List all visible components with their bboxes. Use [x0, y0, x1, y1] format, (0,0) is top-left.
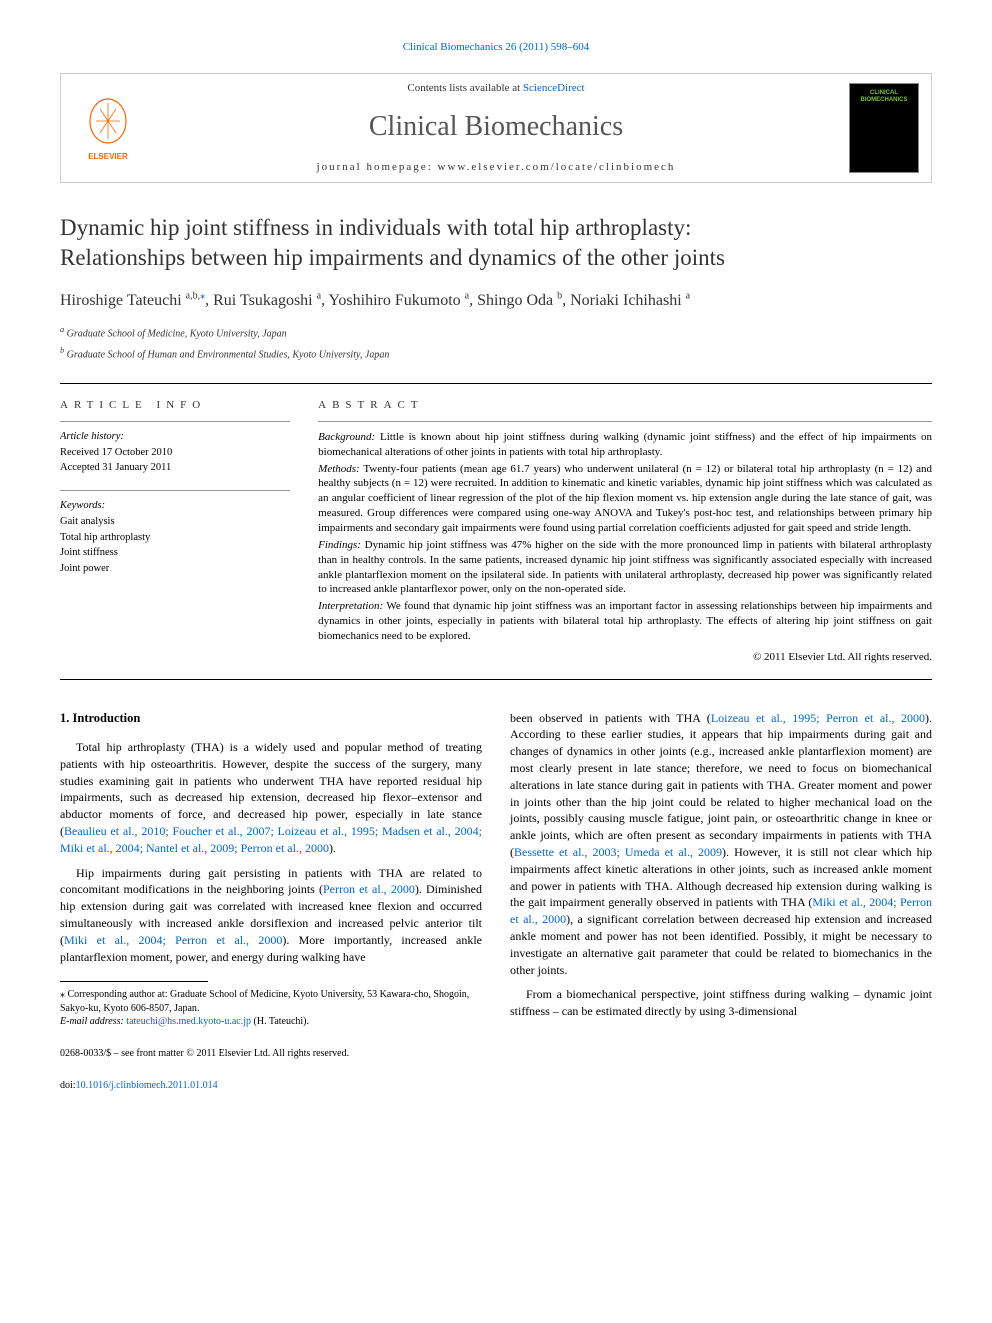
- journal-cover-thumbnail: CLINICAL BIOMECHANICS: [849, 83, 919, 173]
- keywords-block: Keywords: Gait analysis Total hip arthro…: [60, 490, 290, 577]
- body-paragraph: been observed in patients with THA (Loiz…: [510, 710, 932, 979]
- article-history-block: Article history: Received 17 October 201…: [60, 421, 290, 476]
- contents-lists-line: Contents lists available at ScienceDirec…: [143, 81, 849, 96]
- citation-link[interactable]: Miki et al., 2004; Perron et al., 2000: [64, 933, 282, 947]
- body-paragraph: Hip impairments during gait persisting i…: [60, 865, 482, 966]
- author: Hiroshige Tateuchi a,b,⁎: [60, 292, 205, 309]
- citation-header: Clinical Biomechanics 26 (2011) 598–604: [60, 40, 932, 55]
- author: Yoshihiro Fukumoto a: [328, 292, 469, 309]
- corresponding-author-footnote: ⁎ Corresponding author at: Graduate Scho…: [60, 988, 482, 1015]
- author-list: Hiroshige Tateuchi a,b,⁎, Rui Tsukagoshi…: [60, 289, 932, 312]
- citation-link[interactable]: Clinical Biomechanics 26 (2011) 598–604: [403, 41, 590, 53]
- affiliation: a Graduate School of Medicine, Kyoto Uni…: [60, 324, 932, 341]
- elsevier-logo: ELSEVIER: [73, 83, 143, 173]
- author: Noriaki Ichihashi a: [570, 292, 690, 309]
- affiliation: b Graduate School of Human and Environme…: [60, 345, 932, 362]
- keyword: Joint power: [60, 561, 290, 577]
- citation-link[interactable]: Beaulieu et al., 2010; Foucher et al., 2…: [60, 824, 482, 855]
- citation-link[interactable]: Perron et al., 2000: [323, 882, 415, 896]
- doi-link[interactable]: 10.1016/j.clinbiomech.2011.01.014: [76, 1080, 218, 1091]
- sciencedirect-link[interactable]: ScienceDirect: [523, 82, 585, 94]
- citation-link[interactable]: Loizeau et al., 1995; Perron et al., 200…: [711, 711, 925, 725]
- article-info-column: article info Article history: Received 1…: [60, 384, 304, 679]
- author: Shingo Oda b: [477, 292, 562, 309]
- author: Rui Tsukagoshi a: [213, 292, 321, 309]
- corresponding-author-link[interactable]: ⁎: [200, 290, 205, 301]
- abstract-text: Background: Little is known about hip jo…: [318, 421, 932, 665]
- journal-name: Clinical Biomechanics: [143, 107, 849, 146]
- abstract-column: abstract Background: Little is known abo…: [304, 384, 932, 679]
- article-title: Dynamic hip joint stiffness in individua…: [60, 213, 932, 273]
- keyword: Total hip arthroplasty: [60, 530, 290, 546]
- body-paragraph: From a biomechanical perspective, joint …: [510, 986, 932, 1020]
- abstract-heading: abstract: [318, 398, 932, 413]
- article-info-heading: article info: [60, 398, 290, 413]
- keyword: Joint stiffness: [60, 545, 290, 561]
- abstract-copyright: © 2011 Elsevier Ltd. All rights reserved…: [318, 650, 932, 665]
- article-info-abstract-row: article info Article history: Received 1…: [60, 383, 932, 680]
- email-footnote: E-mail address: tateuchi@hs.med.kyoto-u.…: [60, 1015, 482, 1029]
- front-matter-line: 0268-0033/$ – see front matter © 2011 El…: [60, 1047, 482, 1061]
- header-center: Contents lists available at ScienceDirec…: [143, 81, 849, 175]
- section-heading-intro: 1. Introduction: [60, 710, 482, 728]
- journal-header-box: ELSEVIER Contents lists available at Sci…: [60, 73, 932, 183]
- svg-text:ELSEVIER: ELSEVIER: [88, 152, 128, 161]
- left-column: 1. Introduction Total hip arthroplasty (…: [60, 710, 482, 1093]
- doi-line: doi:10.1016/j.clinbiomech.2011.01.014: [60, 1079, 482, 1093]
- citation-link[interactable]: Bessette et al., 2003; Umeda et al., 200…: [514, 845, 722, 859]
- main-body-columns: 1. Introduction Total hip arthroplasty (…: [60, 710, 932, 1093]
- body-paragraph: Total hip arthroplasty (THA) is a widely…: [60, 739, 482, 857]
- right-column: been observed in patients with THA (Loiz…: [510, 710, 932, 1093]
- journal-homepage: journal homepage: www.elsevier.com/locat…: [143, 160, 849, 175]
- footnote-separator: [60, 981, 208, 982]
- keyword: Gait analysis: [60, 514, 290, 530]
- email-link[interactable]: tateuchi@hs.med.kyoto-u.ac.jp: [126, 1016, 251, 1027]
